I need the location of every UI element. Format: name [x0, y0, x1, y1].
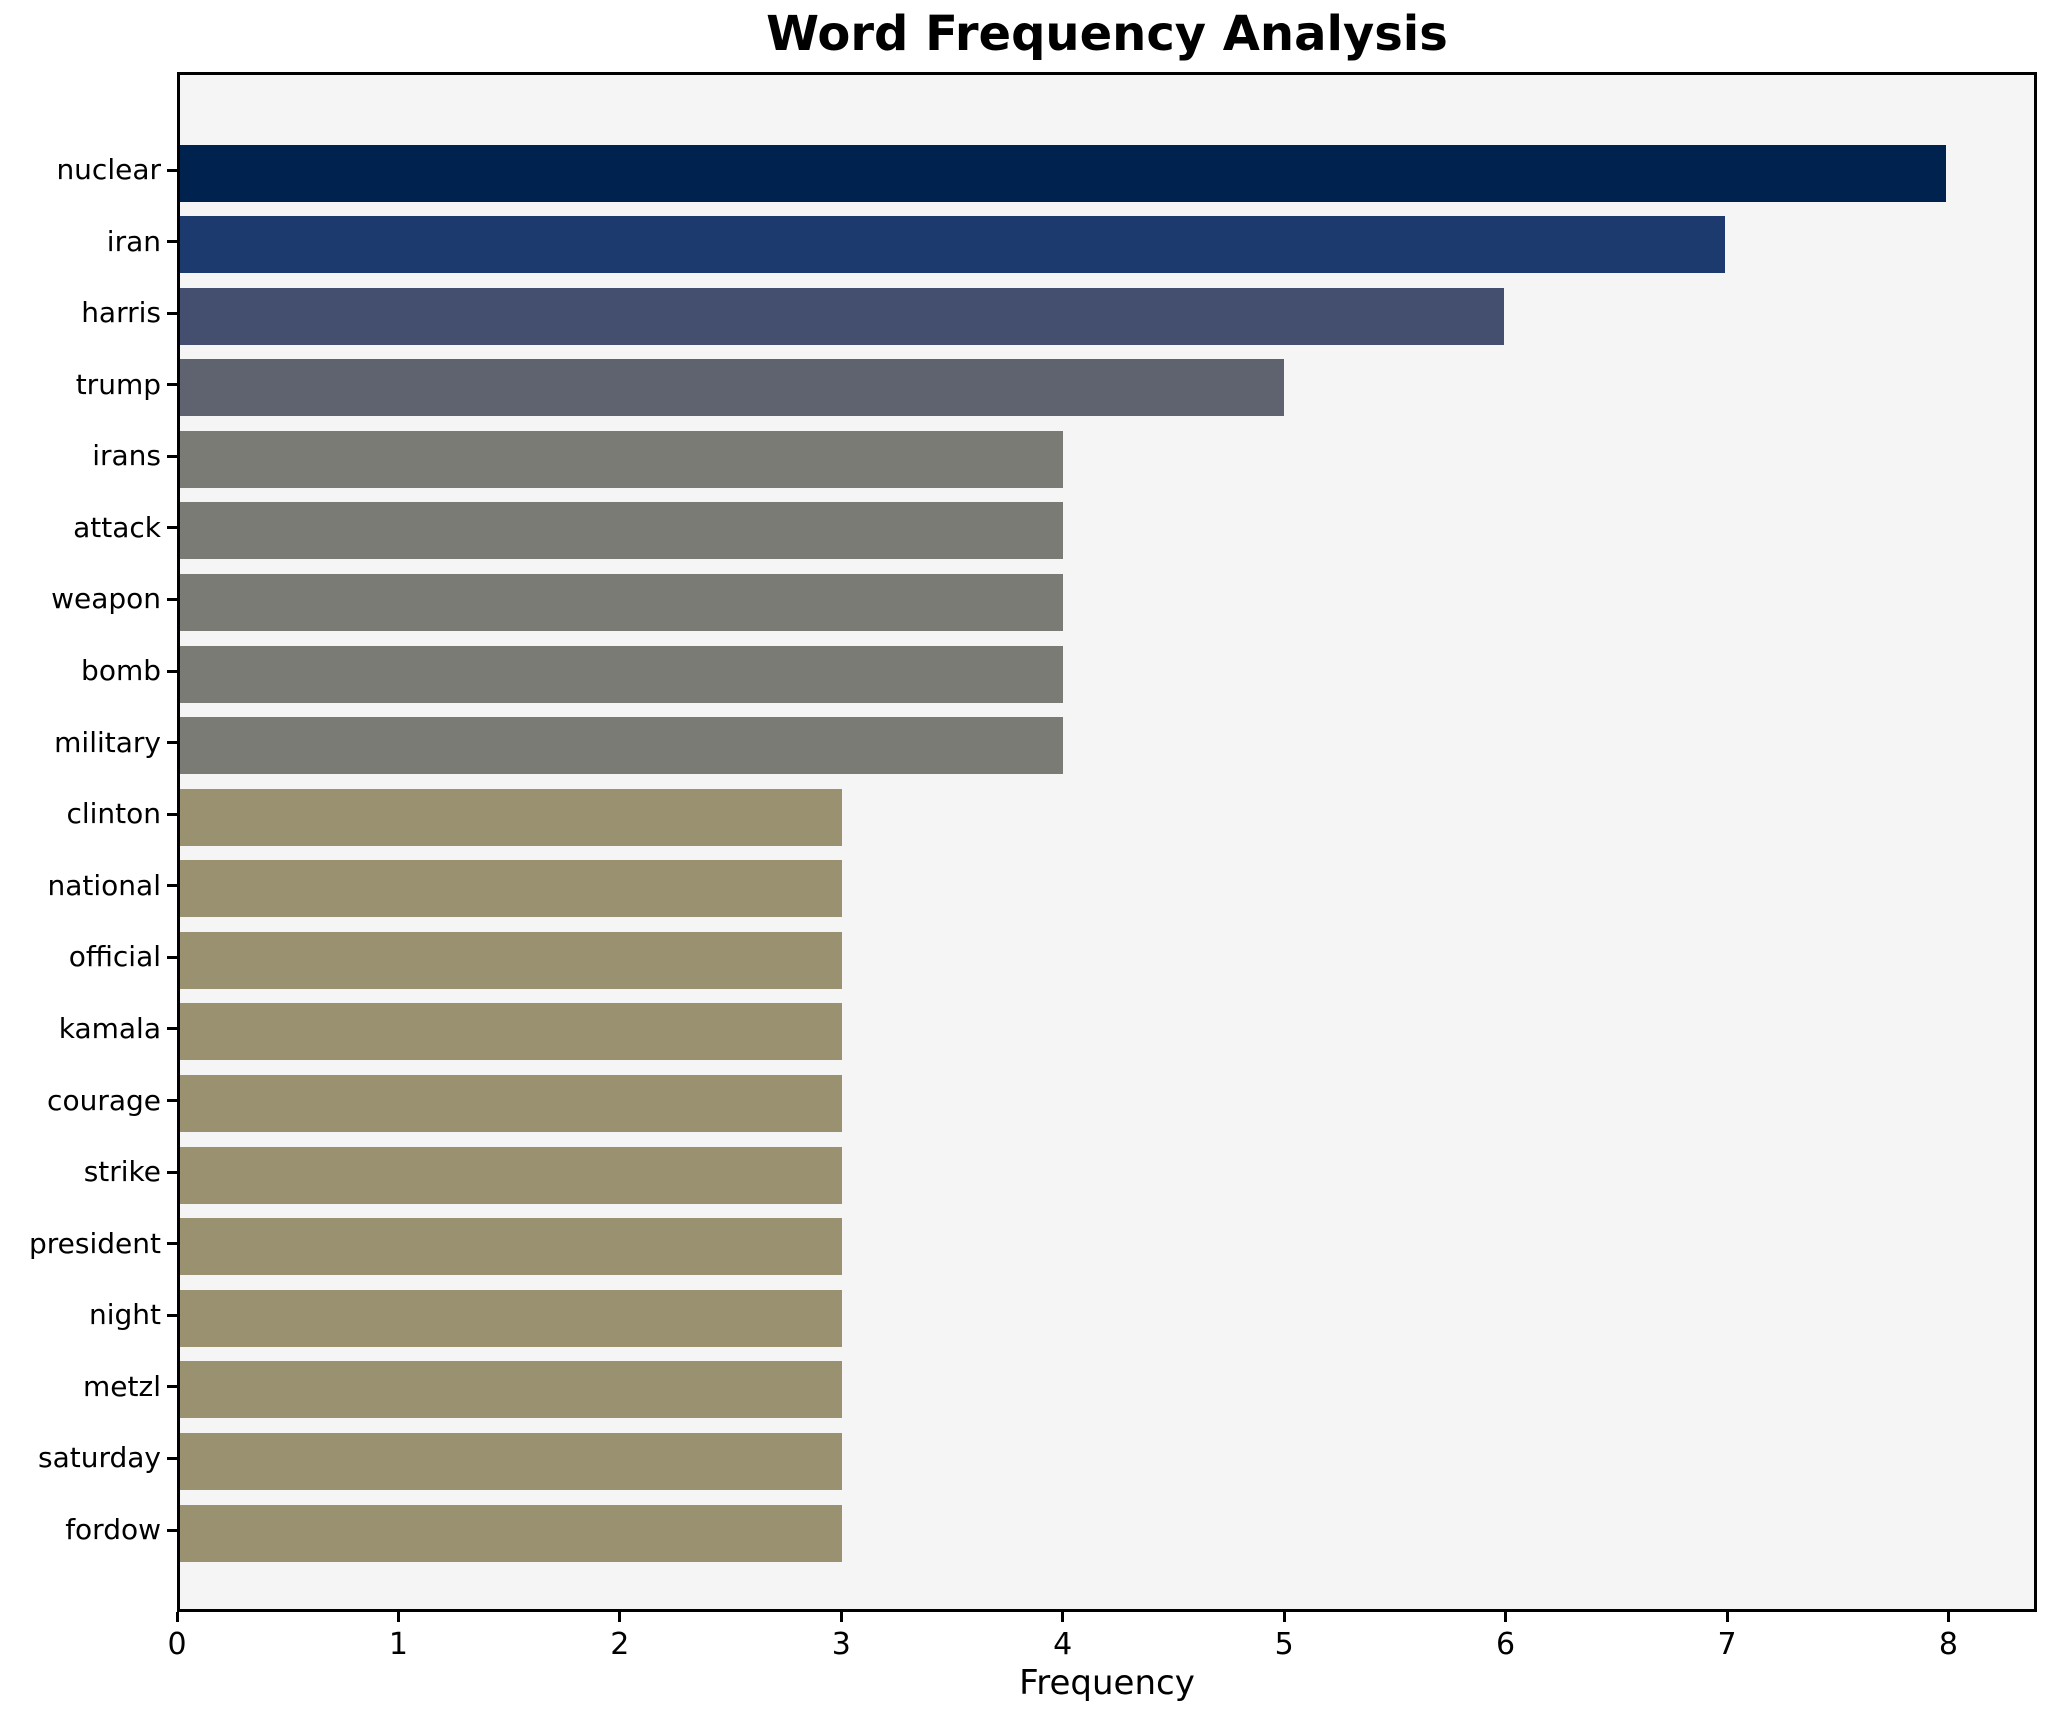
bar-military	[180, 717, 1063, 775]
x-tick-label-3: 3	[831, 1627, 851, 1662]
y-tick-mark	[167, 454, 177, 458]
y-tick-label-official: official	[68, 940, 161, 974]
bar-clinton	[180, 788, 843, 846]
bar-harris	[180, 287, 1505, 345]
y-tick-label-nuclear: nuclear	[56, 153, 161, 186]
y-tick-label-iran: iran	[106, 224, 161, 258]
y-tick-mark	[167, 1099, 177, 1103]
y-tick-label-military: military	[54, 725, 161, 759]
y-tick-mark	[167, 1385, 177, 1389]
bar-strike	[180, 1146, 843, 1204]
y-tick-label-weapon: weapon	[51, 582, 161, 616]
y-tick-label-clinton: clinton	[66, 797, 161, 831]
bar-irans	[180, 430, 1063, 488]
y-tick-mark	[167, 1170, 177, 1174]
y-tick-mark	[167, 383, 177, 387]
y-tick-label-national: national	[47, 868, 161, 902]
y-tick-mark	[167, 1242, 177, 1246]
y-tick-mark	[167, 1027, 177, 1031]
y-tick-mark	[167, 884, 177, 888]
x-tick-label-8: 8	[1938, 1627, 1958, 1662]
y-tick-label-night: night	[88, 1298, 161, 1332]
y-tick-label-kamala: kamala	[58, 1011, 161, 1045]
x-tick-mark	[396, 1612, 400, 1622]
y-tick-mark	[167, 1456, 177, 1460]
x-tick-label-5: 5	[1274, 1627, 1294, 1662]
bar-iran	[180, 216, 1725, 274]
y-tick-mark	[167, 240, 177, 244]
bar-nuclear	[180, 144, 1946, 202]
x-tick-label-7: 7	[1717, 1627, 1737, 1662]
y-tick-mark	[167, 741, 177, 745]
bar-fordow	[180, 1504, 843, 1562]
y-tick-mark	[167, 1528, 177, 1532]
chart-title: Word Frequency Analysis	[766, 6, 1448, 62]
bar-president	[180, 1218, 843, 1276]
y-tick-mark	[167, 669, 177, 673]
x-axis-title: Frequency	[1019, 1663, 1195, 1703]
y-tick-mark	[167, 168, 177, 172]
bar-courage	[180, 1075, 843, 1133]
y-tick-label-courage: courage	[47, 1083, 161, 1117]
x-tick-label-1: 1	[388, 1627, 408, 1662]
y-tick-label-fordow: fordow	[65, 1513, 161, 1547]
x-tick-mark	[1504, 1612, 1508, 1622]
bar-weapon	[180, 573, 1063, 631]
y-tick-label-metzl: metzl	[83, 1369, 161, 1403]
bar-saturday	[180, 1432, 843, 1490]
y-tick-mark	[167, 955, 177, 959]
x-tick-mark	[1061, 1612, 1065, 1622]
y-tick-mark	[167, 597, 177, 601]
x-tick-label-6: 6	[1496, 1627, 1516, 1662]
x-tick-mark	[175, 1612, 179, 1622]
bar-kamala	[180, 1003, 843, 1061]
x-tick-mark	[618, 1612, 622, 1622]
y-tick-mark	[167, 812, 177, 816]
x-tick-mark	[1946, 1612, 1950, 1622]
y-tick-label-attack: attack	[73, 510, 161, 544]
y-tick-mark	[167, 526, 177, 530]
bar-metzl	[180, 1361, 843, 1419]
y-tick-mark	[167, 1313, 177, 1317]
x-tick-label-4: 4	[1053, 1627, 1073, 1662]
x-tick-label-2: 2	[610, 1627, 630, 1662]
y-tick-label-saturday: saturday	[38, 1441, 161, 1475]
bar-trump	[180, 359, 1284, 417]
y-tick-label-harris: harris	[81, 296, 161, 330]
plot-area	[177, 72, 2037, 1612]
y-tick-label-trump: trump	[75, 367, 161, 401]
x-tick-mark	[1725, 1612, 1729, 1622]
y-tick-label-bomb: bomb	[81, 654, 161, 688]
bar-bomb	[180, 645, 1063, 703]
y-tick-label-strike: strike	[83, 1155, 161, 1189]
y-tick-mark	[167, 311, 177, 315]
y-tick-label-president: president	[29, 1226, 161, 1260]
y-tick-label-irans: irans	[92, 439, 161, 473]
bar-official	[180, 931, 843, 989]
bar-national	[180, 860, 843, 918]
x-tick-mark	[839, 1612, 843, 1622]
bar-night	[180, 1289, 843, 1347]
x-tick-mark	[1282, 1612, 1286, 1622]
bar-attack	[180, 502, 1063, 560]
x-tick-label-0: 0	[167, 1627, 187, 1662]
